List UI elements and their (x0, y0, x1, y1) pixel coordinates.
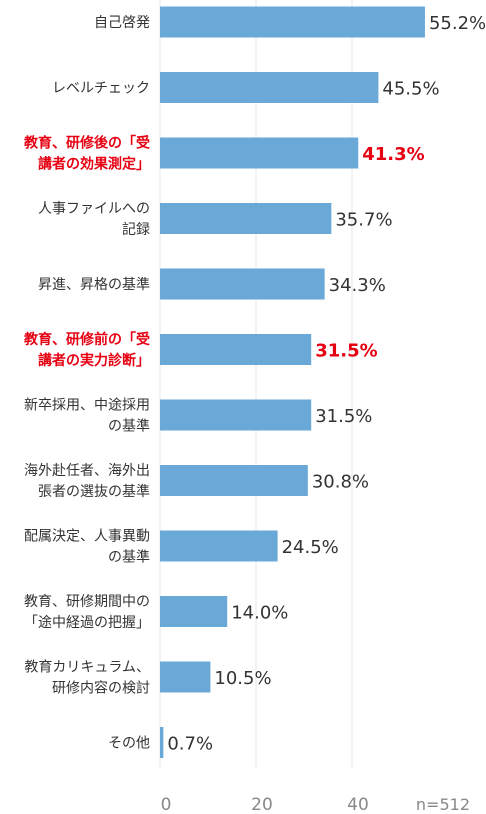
category-label: 教育、研修前の「受 (24, 331, 150, 348)
value-label: 45.5% (382, 79, 439, 100)
value-label: 30.8% (312, 472, 369, 493)
x-tick-label: 40 (347, 795, 369, 814)
value-label: 41.3% (362, 144, 424, 165)
category-label: 講者の効果測定」 (38, 156, 150, 173)
value-label: 34.3% (329, 275, 386, 296)
value-label: 31.5% (315, 341, 377, 362)
value-label: 31.5% (315, 406, 372, 427)
value-label: 55.2% (429, 13, 486, 34)
category-label: レベルチェック (52, 81, 150, 97)
category-label: 自己啓発 (94, 15, 150, 31)
category-label: 海外赴任者、海外出 (24, 463, 150, 479)
category-label: 研修内容の検討 (52, 680, 150, 697)
bar (160, 465, 308, 496)
bars-group (160, 6, 425, 758)
x-tick-label: 0 (161, 795, 172, 814)
category-label: 「途中経過の把握」 (24, 614, 150, 631)
category-label: 教育カリキュラム、 (24, 660, 150, 676)
bar (160, 268, 325, 300)
value-label: 10.5% (214, 668, 271, 689)
x-tick-label: 20 (251, 795, 273, 814)
category-label: 昇進、昇格の基準 (38, 276, 150, 293)
bar (160, 727, 164, 758)
bar (160, 596, 228, 627)
bar (160, 661, 211, 693)
bar (160, 137, 359, 169)
category-label: 教育、研修後の「受 (24, 135, 150, 152)
sample-size-label: n=512 (416, 795, 470, 814)
category-labels: 自己啓発レベルチェック教育、研修後の「受講者の効果測定」人事ファイルへの記録昇進… (24, 15, 150, 752)
category-label: 新卒採用、中途採用 (24, 397, 150, 414)
category-label: 人事ファイルへの (38, 201, 150, 217)
category-label: の基準 (108, 549, 150, 566)
category-label: その他 (108, 736, 150, 752)
bar (160, 72, 379, 103)
gridlines (159, 0, 353, 768)
value-label: 0.7% (167, 734, 213, 755)
value-label: 14.0% (231, 603, 288, 624)
category-label: 記録 (122, 221, 150, 238)
bar (160, 6, 425, 38)
category-label: 教育、研修期間中の (24, 594, 150, 610)
value-label: 35.7% (335, 210, 392, 231)
value-label: 24.5% (282, 537, 339, 558)
category-label: 張者の選抜の基準 (38, 483, 150, 500)
bar (160, 203, 332, 234)
category-label: の基準 (108, 418, 150, 435)
bar (160, 530, 278, 562)
value-labels: 55.2% 45.5% 41.3% 35.7% 34.3% 31.5% 31.5% 30.8%… (167, 13, 486, 755)
category-label: 配属決定、人事異動 (24, 529, 150, 545)
bar (160, 334, 312, 365)
category-label: 講者の実力診断」 (38, 352, 150, 369)
bar (160, 399, 312, 431)
x-axis-ticks: 0 20 40 (161, 795, 369, 814)
